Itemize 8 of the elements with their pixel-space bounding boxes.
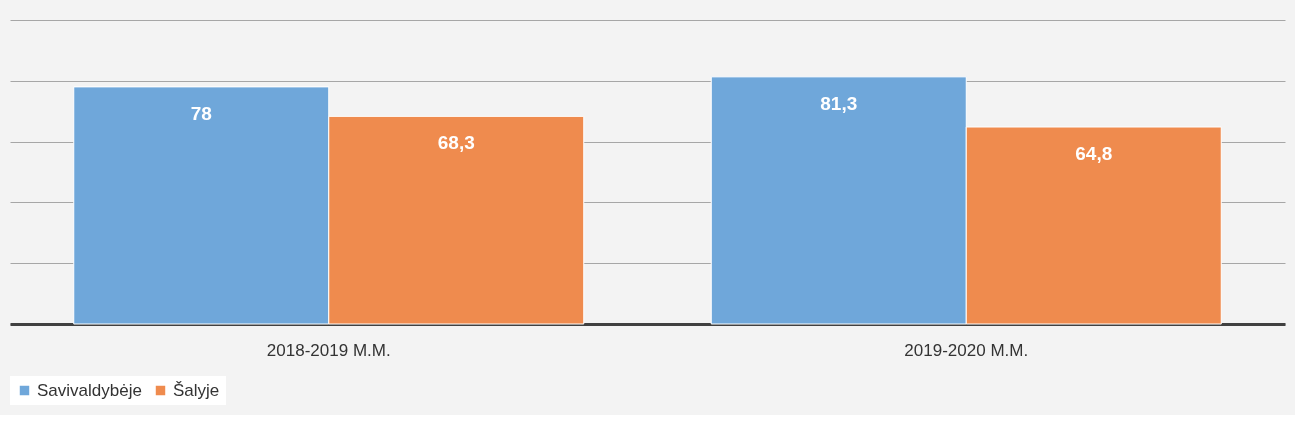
x-tick-label: 2019-2020 M.M. [904,340,1029,360]
legend-label: Šalyje [173,380,220,400]
data-label: 64,8 [1075,143,1113,165]
data-label: 78 [190,102,212,124]
data-label: 81,3 [820,92,858,114]
data-label: 68,3 [437,132,475,154]
legend-label: Savivaldybėje [37,380,142,400]
x-tick-label: 2018-2019 M.M. [266,340,391,360]
